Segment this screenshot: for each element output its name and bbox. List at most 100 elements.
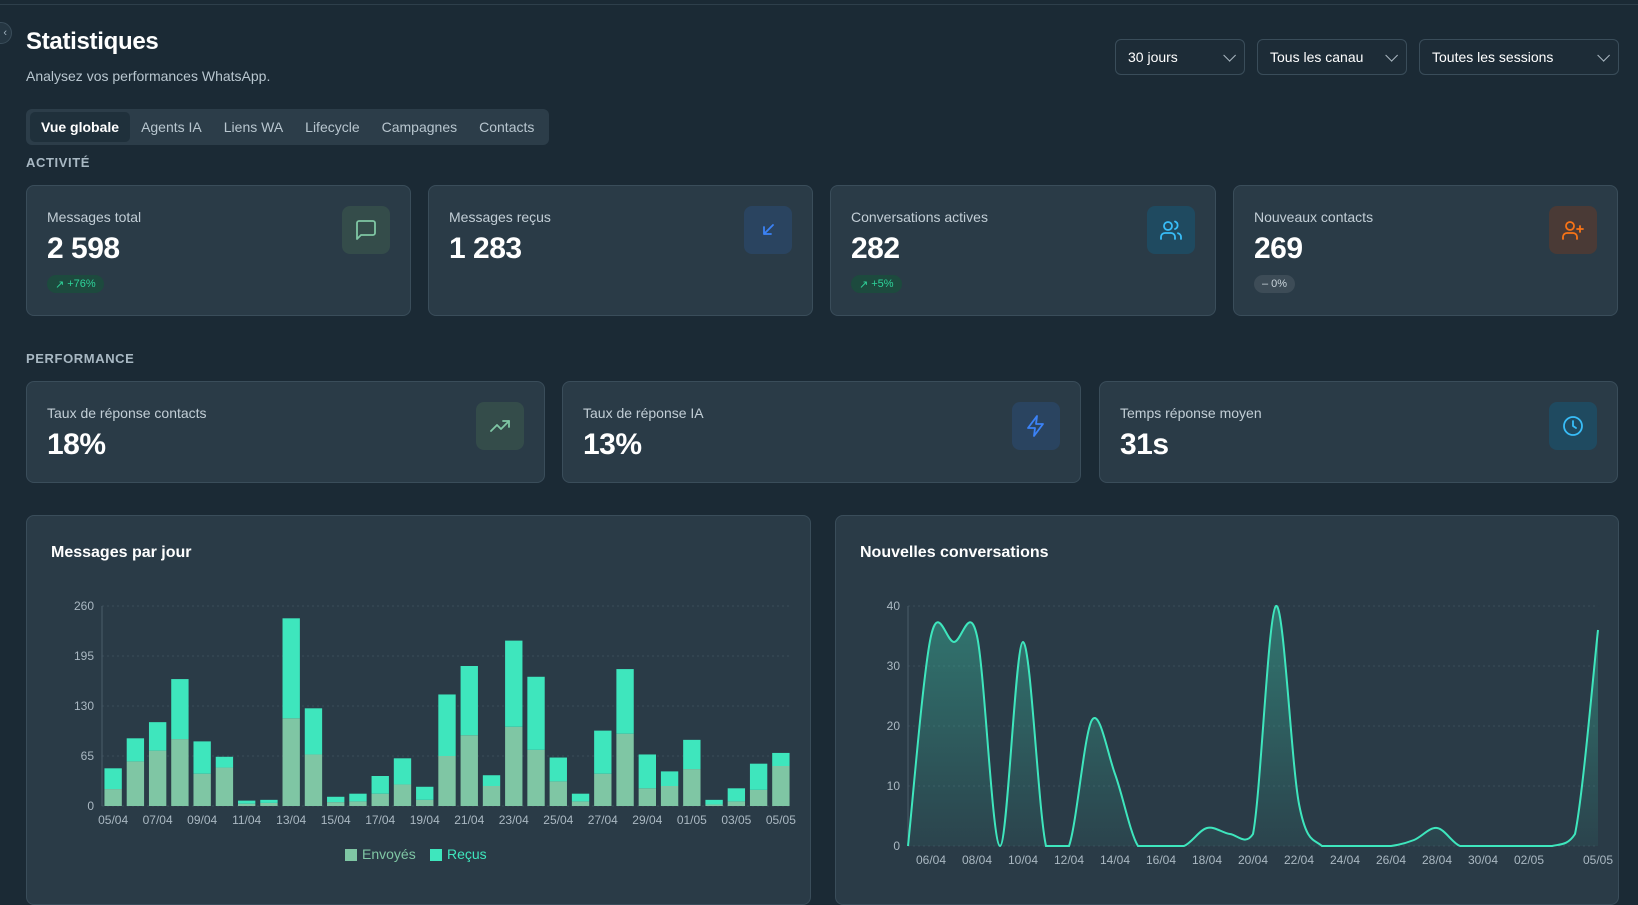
x-tick-label: 25/04 [543,813,573,827]
bar-recus [571,793,590,802]
tab-contacts[interactable]: Contacts [479,119,535,135]
channel-select-value: Tous les canau [1270,49,1364,65]
chevron-down-icon [1385,48,1398,62]
bar-envoyes [527,749,545,806]
y-tick-label: 30 [887,659,901,673]
y-tick-label: 20 [887,719,901,733]
conversations-area-chart: 0 10 20 30 40 06/04 08/04 10/04 12/04 14/04 16/04 1… [887,599,1614,867]
x-tick-label: 30/04 [1468,853,1498,867]
stat-label: Nouveaux contacts [1254,209,1374,225]
bar-envoyes [460,735,478,806]
trending-up-icon: ↗ [859,278,869,291]
series-line [907,604,1599,848]
trend-badge-value: +5% [871,278,894,290]
minus-icon: – [1262,278,1269,290]
period-select-value: 30 jours [1128,49,1178,65]
x-tick-label: 19/04 [410,813,440,827]
legend-label: Reçus [447,846,487,862]
chevron-down-icon [1597,48,1610,62]
bar-recus [282,618,300,719]
bar-recus [683,739,701,770]
tab-lifecycle[interactable]: Lifecycle [305,119,360,135]
y-tick-label: 10 [887,779,901,793]
bar-envoyes [215,767,234,806]
period-select[interactable]: 30 jours [1115,39,1245,75]
bar-recus [304,708,323,755]
tab-agents-ia[interactable]: Agents IA [141,119,202,135]
x-tick-label: 09/04 [187,813,217,827]
bar-envoyes [549,781,567,806]
bar-envoyes [594,773,612,806]
x-tick-label: 14/04 [1100,853,1130,867]
trend-badge: –0% [1254,275,1296,293]
bar-envoyes [505,726,523,806]
chevron-down-icon [1223,48,1236,62]
bar-envoyes [438,756,456,806]
trend-badge-value: +76% [67,278,96,290]
message-square-icon [342,206,390,254]
x-tick-label: 01/05 [677,813,707,827]
stat-label: Taux de réponse contacts [47,405,207,421]
tab-campagnes[interactable]: Campagnes [381,119,458,135]
bar-recus [594,730,612,774]
stat-value: 269 [1254,232,1303,265]
bar-envoyes [349,801,367,806]
stat-label: Messages total [47,209,142,225]
stat-card-messages-recus: Messages reçus 1 283 [428,185,813,316]
trending-up-icon [476,402,524,450]
tab-liens-wa[interactable]: Liens WA [223,119,284,135]
chart-card-messages-par-jour: Messages par jour 0 65 130 195 260 05/04 07/04… [26,515,811,905]
y-tick-label: 40 [887,599,901,613]
bar-recus [460,666,478,736]
bar-recus [772,752,790,766]
x-tick-label: 05/05 [1583,853,1613,867]
x-tick-label: 29/04 [632,813,662,827]
bar-envoyes [571,801,590,806]
bar-recus [638,754,657,789]
x-tick-label: 27/04 [588,813,618,827]
bar-recus [393,758,412,785]
chevron-left-icon: ‹ [3,27,7,39]
user-plus-icon [1549,206,1597,254]
users-icon [1147,206,1195,254]
x-tick-label: 10/04 [1008,853,1038,867]
sidebar-collapse-button[interactable]: ‹ [0,22,12,44]
session-select-value: Toutes les sessions [1432,49,1554,65]
x-tick-label: 03/05 [721,813,751,827]
perf-card-temps-reponse-moyen: Temps réponse moyen 31s [1099,381,1618,483]
session-select[interactable]: Toutes les sessions [1419,39,1619,75]
bar-envoyes [416,799,434,806]
bar-envoyes [482,786,501,806]
page-title: Statistiques [26,28,159,55]
stat-value: 1 283 [449,232,522,265]
chart-title: Messages par jour [51,544,192,561]
x-tick-label: 26/04 [1376,853,1406,867]
chart-title: Nouvelles conversations [860,544,1049,561]
trend-badge: ↗ +76% [47,275,104,293]
x-tick-label: 22/04 [1284,853,1314,867]
bar-recus [260,799,278,803]
x-tick-label: 12/04 [1054,853,1084,867]
zap-icon [1012,402,1060,450]
page-header: Statistiques Analysez vos performances W… [26,28,270,84]
x-tick-label: 24/04 [1330,853,1360,867]
tab-bar: Vue globale Agents IA Liens WA Lifecycle… [26,109,550,145]
trend-badge: ↗ +5% [851,275,902,293]
bar-envoyes [749,789,768,806]
y-tick-label: 65 [81,749,95,763]
filters-bar: 30 jours Tous les canau Toutes les sessi… [1115,39,1619,75]
messages-bar-chart: 0 65 130 195 260 05/04 07/04 09/04 11/04 13/04 15/… [74,599,796,862]
bar-envoyes [727,801,746,806]
stat-label: Taux de réponse IA [583,405,704,421]
tab-vue-globale[interactable]: Vue globale [30,112,131,142]
stat-card-conversations-actives: Conversations actives 282 ↗ +5% [830,185,1216,316]
stat-value: 13% [583,428,642,461]
bar-recus [749,763,768,790]
bar-envoyes [148,750,167,806]
bar-recus [215,756,234,768]
channel-select[interactable]: Tous les canau [1257,39,1407,75]
bar-recus [171,679,189,740]
bar-recus [126,738,145,762]
bar-envoyes [638,788,657,806]
arrow-down-left-icon [744,206,792,254]
